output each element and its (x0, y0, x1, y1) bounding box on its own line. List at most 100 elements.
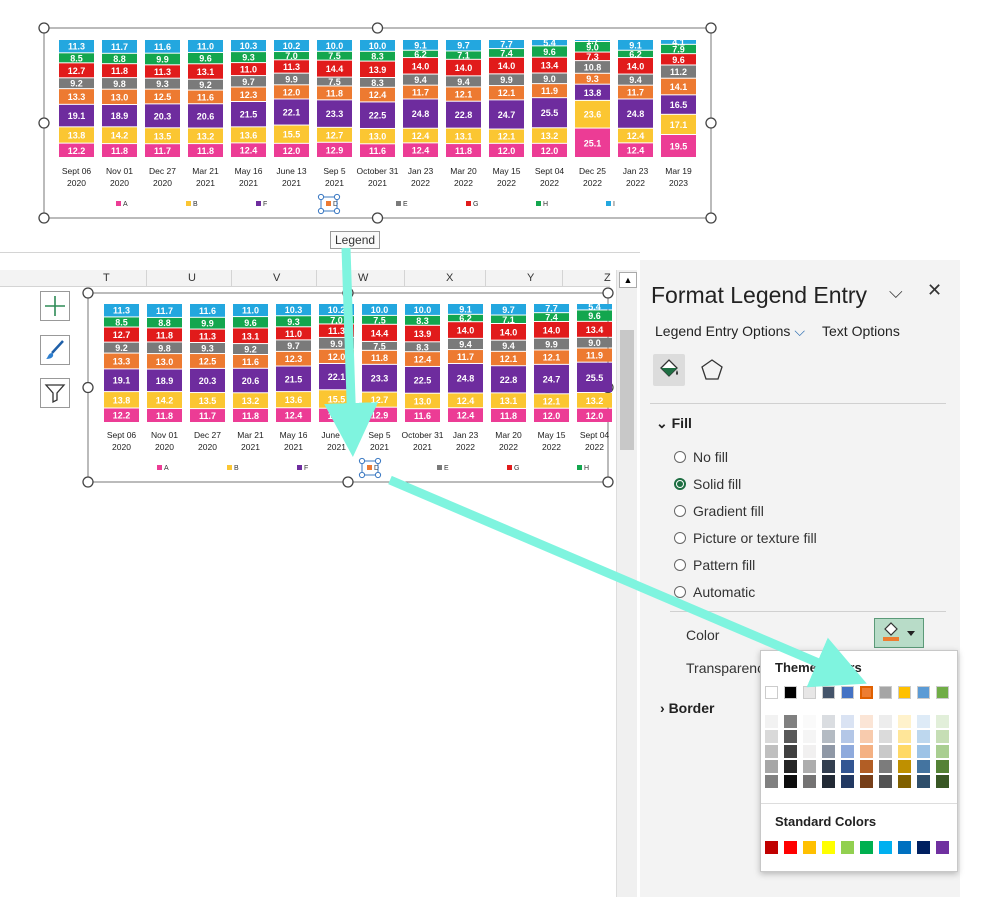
legend-label-F[interactable]: F (263, 201, 267, 208)
legend-label-H[interactable]: H (543, 201, 548, 208)
column-letter-Z[interactable]: Z (604, 272, 611, 284)
resize-handle[interactable] (371, 212, 384, 224)
theme-shade-swatch[interactable] (841, 745, 854, 758)
fill-line-tab[interactable] (653, 354, 685, 386)
selected-legend-entry[interactable] (320, 196, 338, 212)
radio-button[interactable] (674, 505, 686, 517)
resize-handle[interactable] (38, 117, 50, 129)
fill-option-solid-fill[interactable]: Solid fill (674, 476, 741, 492)
legend-label-G[interactable]: G (514, 465, 519, 472)
resize-handle[interactable] (38, 212, 50, 224)
theme-shade-swatch[interactable] (822, 775, 835, 788)
legend-label-B[interactable]: B (193, 201, 198, 208)
theme-shade-swatch[interactable] (765, 745, 778, 758)
theme-shade-swatch[interactable] (841, 715, 854, 728)
theme-shade-swatch[interactable] (784, 715, 797, 728)
theme-shade-swatch[interactable] (879, 715, 892, 728)
legend-swatch-B[interactable] (186, 201, 191, 206)
legend-swatch-F[interactable] (256, 201, 261, 206)
theme-color-swatch[interactable] (803, 686, 816, 699)
theme-shade-swatch[interactable] (898, 715, 911, 728)
theme-shade-swatch[interactable] (917, 715, 930, 728)
fill-option-automatic[interactable]: Automatic (674, 584, 755, 600)
column-letter-W[interactable]: W (358, 272, 369, 284)
selection-handle[interactable] (317, 193, 325, 201)
theme-shade-swatch[interactable] (841, 760, 854, 773)
fill-option-no-fill[interactable]: No fill (674, 449, 728, 465)
resize-handle[interactable] (342, 476, 354, 488)
theme-shade-swatch[interactable] (860, 730, 873, 743)
resize-handle[interactable] (38, 22, 50, 34)
selection-handle[interactable] (317, 207, 325, 215)
resize-handle[interactable] (82, 476, 94, 488)
close-icon[interactable]: ✕ (927, 280, 943, 300)
chart-elements-button[interactable] (40, 291, 70, 321)
selection-handle[interactable] (374, 471, 382, 479)
theme-shade-swatch[interactable] (784, 775, 797, 788)
legend-swatch-E[interactable] (396, 201, 401, 206)
selection-handle[interactable] (333, 207, 341, 215)
theme-shade-swatch[interactable] (822, 730, 835, 743)
theme-shade-swatch[interactable] (803, 775, 816, 788)
fill-section-header[interactable]: ⌄ Fill (656, 415, 692, 432)
theme-shade-swatch[interactable] (822, 715, 835, 728)
theme-shade-swatch[interactable] (860, 715, 873, 728)
standard-color-swatch[interactable] (917, 841, 930, 854)
theme-shade-swatch[interactable] (822, 760, 835, 773)
selection-handle[interactable] (374, 457, 382, 465)
column-letter-T[interactable]: T (103, 272, 110, 284)
standard-color-swatch[interactable] (841, 841, 854, 854)
legend-label-H[interactable]: H (584, 465, 589, 472)
theme-shade-swatch[interactable] (936, 760, 949, 773)
legend-swatch-A[interactable] (157, 465, 162, 470)
legend-label-A[interactable]: A (123, 201, 128, 208)
legend-label-A[interactable]: A (164, 465, 169, 472)
selected-legend-entry[interactable] (361, 460, 379, 476)
theme-color-swatch[interactable] (860, 686, 873, 699)
theme-color-swatch[interactable] (917, 686, 930, 699)
theme-shade-swatch[interactable] (765, 775, 778, 788)
border-section-header[interactable]: › Border (660, 700, 714, 716)
theme-shade-swatch[interactable] (841, 730, 854, 743)
legend-swatch-G[interactable] (507, 465, 512, 470)
theme-color-swatch[interactable] (879, 686, 892, 699)
legend-swatch-I[interactable] (606, 201, 611, 206)
fill-option-picture-or-texture-fill[interactable]: Picture or texture fill (674, 530, 817, 546)
resize-handle[interactable] (342, 287, 354, 299)
column-letter-U[interactable]: U (188, 272, 196, 284)
legend-swatch-H[interactable] (536, 201, 541, 206)
tab-text-options[interactable]: Text Options (822, 323, 900, 339)
column-letter-X[interactable]: X (446, 272, 454, 284)
fill-option-pattern-fill[interactable]: Pattern fill (674, 557, 755, 573)
legend-swatch-D[interactable] (367, 465, 372, 470)
theme-shade-swatch[interactable] (765, 730, 778, 743)
legend-label-E[interactable]: E (444, 465, 449, 472)
radio-button[interactable] (674, 586, 686, 598)
legend-label-F[interactable]: F (304, 465, 308, 472)
theme-shade-swatch[interactable] (898, 730, 911, 743)
resize-handle[interactable] (602, 287, 614, 299)
theme-shade-swatch[interactable] (803, 745, 816, 758)
theme-shade-swatch[interactable] (784, 730, 797, 743)
color-picker-button[interactable] (874, 618, 924, 648)
standard-color-swatch[interactable] (765, 841, 778, 854)
standard-color-swatch[interactable] (936, 841, 949, 854)
theme-shade-swatch[interactable] (917, 730, 930, 743)
pane-options-chevron-icon[interactable]: ⌵ (889, 282, 903, 302)
resize-handle[interactable] (602, 476, 614, 488)
chart-filters-button[interactable] (40, 378, 70, 408)
standard-color-swatch[interactable] (803, 841, 816, 854)
radio-button[interactable] (674, 451, 686, 463)
theme-shade-swatch[interactable] (936, 715, 949, 728)
standard-color-swatch[interactable] (898, 841, 911, 854)
theme-color-swatch[interactable] (784, 686, 797, 699)
theme-shade-swatch[interactable] (803, 715, 816, 728)
theme-color-swatch[interactable] (936, 686, 949, 699)
theme-shade-swatch[interactable] (765, 760, 778, 773)
selection-handle[interactable] (333, 193, 341, 201)
radio-button[interactable] (674, 532, 686, 544)
theme-shade-swatch[interactable] (898, 745, 911, 758)
column-letter-V[interactable]: V (273, 272, 281, 284)
standard-color-swatch[interactable] (784, 841, 797, 854)
